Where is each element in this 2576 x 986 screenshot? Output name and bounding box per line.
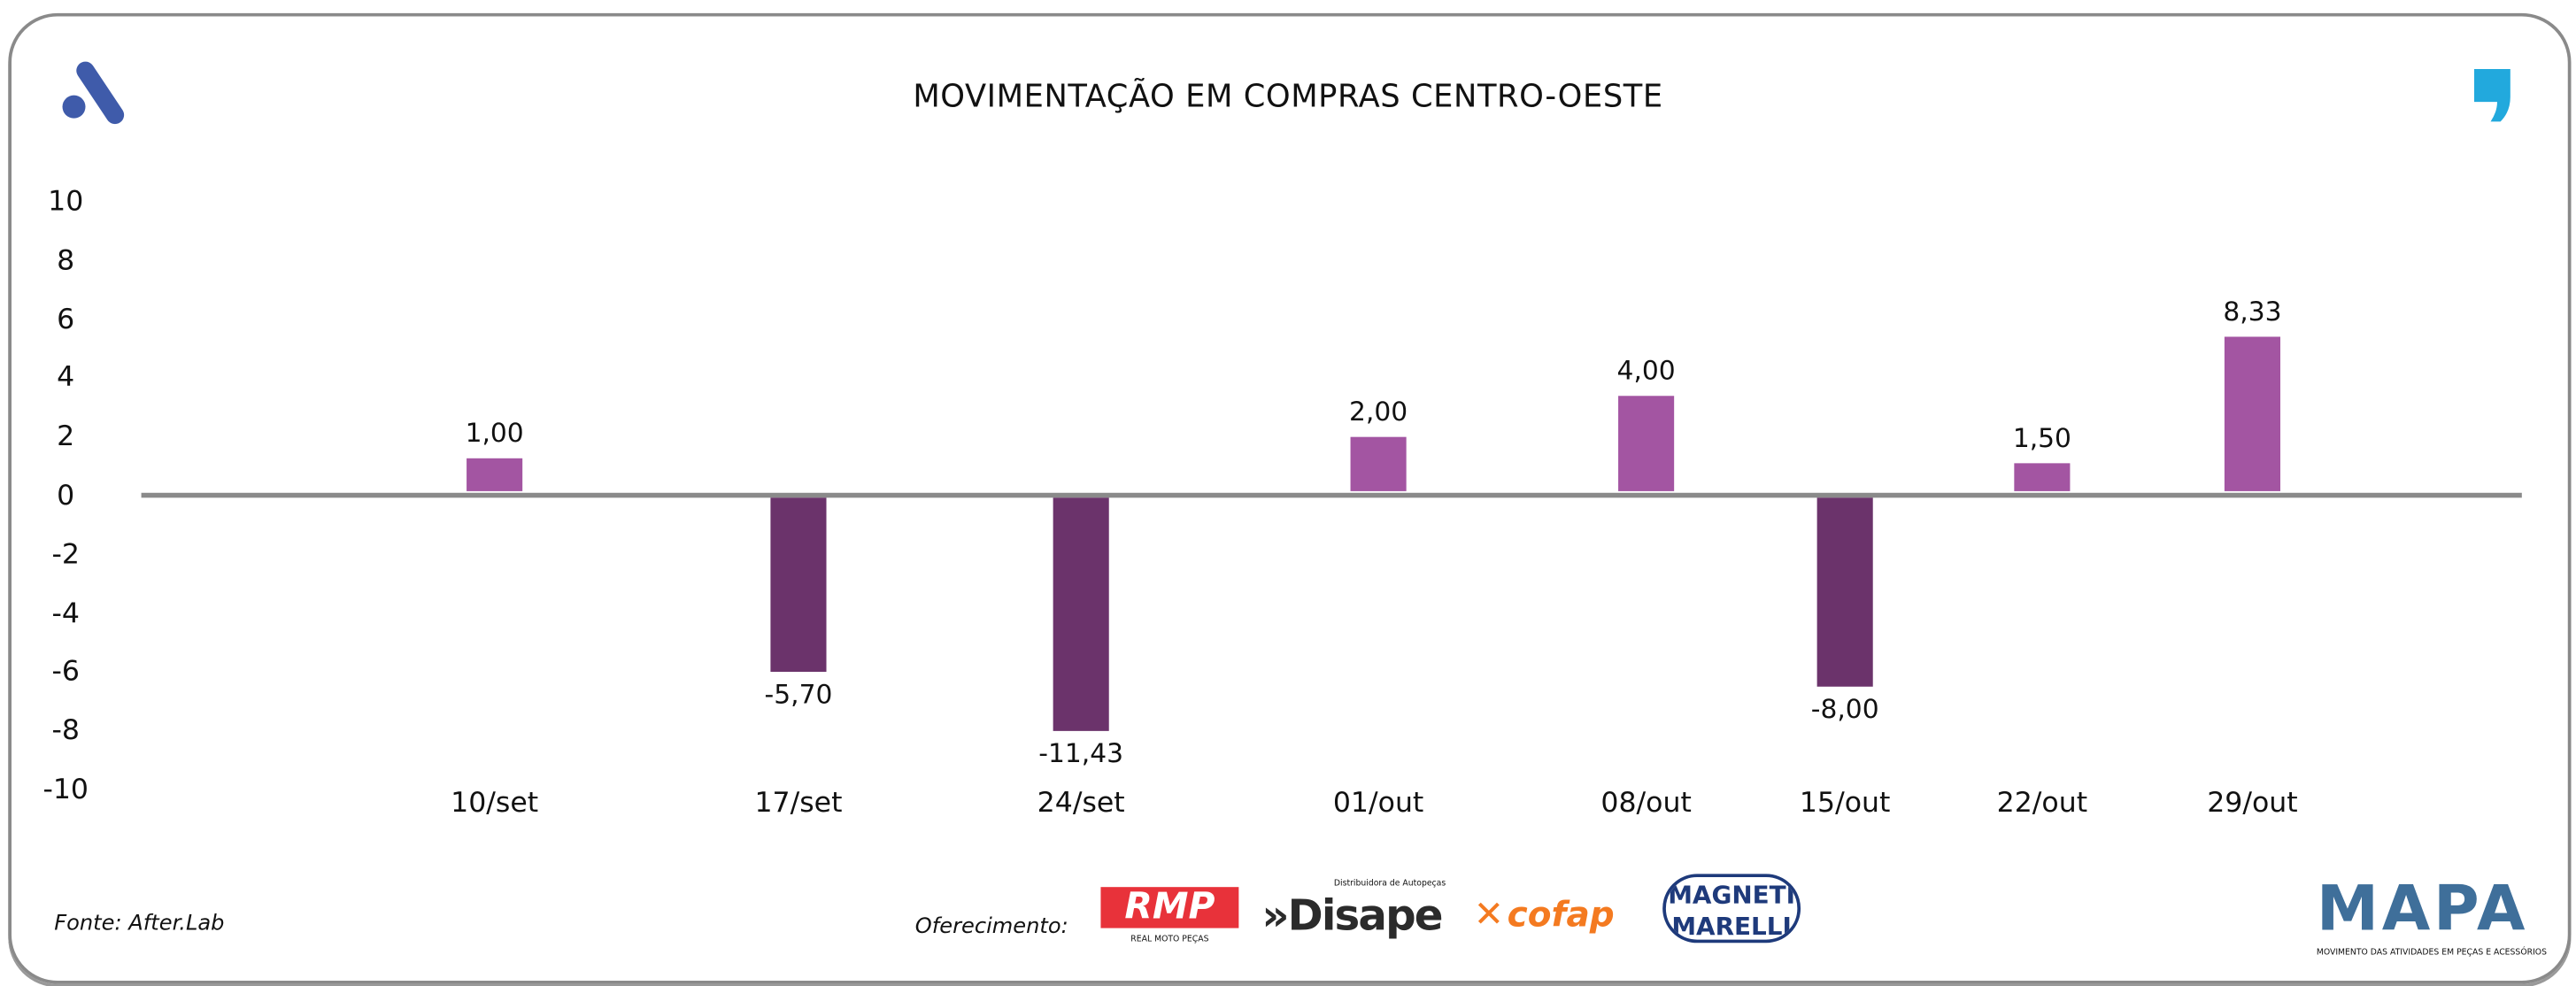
y-tick-label: -6 xyxy=(51,656,80,689)
data-label: 2,00 xyxy=(1349,396,1408,428)
y-tick-label: 6 xyxy=(57,303,75,336)
data-label: 8,33 xyxy=(2223,296,2282,327)
bar-17/set xyxy=(770,497,827,673)
y-tick-label: -8 xyxy=(51,714,80,748)
bar-08/out xyxy=(1618,396,1675,491)
x-tick-label: 08/out xyxy=(1600,786,1692,820)
bar-22/out xyxy=(2014,463,2071,491)
magneti-marelli-logo: MAGNETI MARELLI xyxy=(1662,874,1801,944)
x-tick-label: 22/out xyxy=(1996,786,2088,820)
y-tick-label: -10 xyxy=(42,774,89,807)
quote-mark-icon xyxy=(2473,68,2510,122)
y-tick-label: -4 xyxy=(51,597,80,630)
y-tick-label: 0 xyxy=(57,479,75,513)
x-tick-label: 10/set xyxy=(451,786,539,820)
y-tick-label: -2 xyxy=(51,538,80,572)
data-label: -5,70 xyxy=(764,679,833,711)
x-tick-label: 15/out xyxy=(1799,786,1891,820)
x-tick-label: 01/out xyxy=(1332,786,1424,820)
bar-29/out xyxy=(2224,337,2280,491)
zero-line xyxy=(141,492,2522,498)
source-note: Fonte: After.Lab xyxy=(54,912,225,936)
sponsor-label: Oferecimento: xyxy=(914,914,1068,940)
data-label: -8,00 xyxy=(1810,693,1879,726)
mapa-logo: MAPA MOVIMENTO DAS ATIVIDADES EM PEÇAS E… xyxy=(2316,872,2548,958)
x-tick-label: 17/set xyxy=(754,786,843,820)
cofap-logo: ✕ cofap xyxy=(1473,895,1615,936)
bar-10/set xyxy=(467,458,523,491)
data-label: 4,00 xyxy=(1616,355,1676,387)
data-label: 1,50 xyxy=(2012,422,2071,454)
card-frame xyxy=(8,12,2572,984)
x-tick-label: 24/set xyxy=(1037,786,1125,820)
data-label: 1,00 xyxy=(465,416,524,449)
bar-15/out xyxy=(1816,497,1873,688)
y-tick-label: 2 xyxy=(57,420,75,454)
data-label: -11,43 xyxy=(1038,737,1124,769)
afterlab-logo-icon xyxy=(62,61,125,125)
y-tick-label: 4 xyxy=(57,362,75,396)
x-tick-label: 29/out xyxy=(2207,786,2298,820)
rmp-logo: RMP REAL MOTO PEÇAS xyxy=(1100,887,1239,944)
bar-24/set xyxy=(1053,497,1109,732)
y-tick-label: 8 xyxy=(57,244,75,278)
bar-01/out xyxy=(1350,437,1407,491)
disape-logo: Distribuidora de Autopeças »Disape xyxy=(1261,878,1446,942)
chart-title: MOVIMENTAÇÃO EM COMPRAS CENTRO-OESTE xyxy=(913,79,1663,115)
y-tick-label: 10 xyxy=(48,185,84,219)
